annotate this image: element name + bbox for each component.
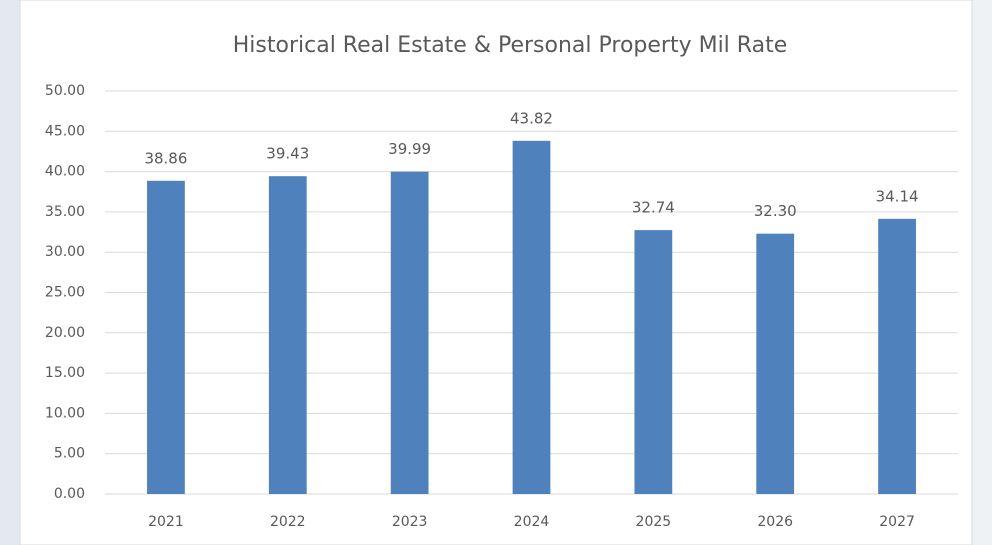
bar <box>512 140 551 495</box>
data-label: 39.99 <box>388 140 431 158</box>
y-tick-label: 25.00 <box>45 285 85 301</box>
data-label: 38.86 <box>144 149 187 167</box>
data-label: 32.74 <box>632 199 675 217</box>
y-tick-label: 10.00 <box>45 405 85 421</box>
y-tick-label: 50.00 <box>45 83 85 99</box>
bar <box>756 233 795 495</box>
y-tick-label: 30.00 <box>45 244 85 260</box>
bar <box>634 230 673 494</box>
bar <box>147 180 185 495</box>
x-tick-label: 2021 <box>148 514 184 530</box>
y-tick-label: 35.00 <box>45 204 85 220</box>
data-label: 43.82 <box>510 109 553 127</box>
data-label: 34.14 <box>876 187 919 205</box>
y-tick-label: 20.00 <box>45 325 85 341</box>
bar <box>268 176 307 494</box>
bar <box>878 218 916 494</box>
x-tick-label: 2025 <box>636 514 672 530</box>
y-tick-label: 40.00 <box>45 164 85 180</box>
x-tick-label: 2023 <box>392 514 428 530</box>
bar <box>390 171 429 494</box>
y-tick-label: 45.00 <box>45 123 85 139</box>
x-tick-label: 2026 <box>757 514 793 530</box>
x-tick-label: 2022 <box>270 514 306 530</box>
data-label: 32.30 <box>754 202 797 220</box>
y-tick-label: 15.00 <box>45 365 85 381</box>
y-tick-label: 5.00 <box>54 446 85 462</box>
data-label: 39.43 <box>266 145 309 163</box>
x-tick-label: 2024 <box>514 514 550 530</box>
x-tick-label: 2027 <box>879 514 915 530</box>
chart-title: Historical Real Estate & Personal Proper… <box>233 33 787 58</box>
y-tick-label: 0.00 <box>54 486 85 502</box>
